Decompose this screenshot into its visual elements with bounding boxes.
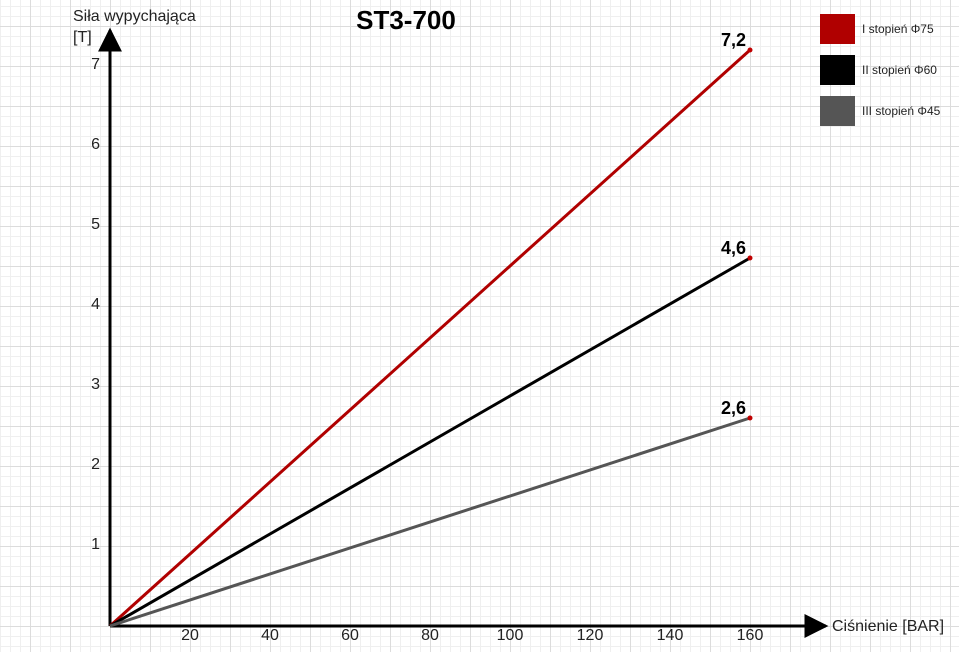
y-tick-label: 1 — [91, 536, 100, 553]
x-tick-label: 100 — [497, 627, 524, 644]
data-label: 7,2 — [721, 30, 746, 50]
y-tick-label: 6 — [91, 136, 100, 153]
x-tick-label: 120 — [577, 627, 604, 644]
y-tick-label: 4 — [91, 296, 100, 313]
legend-swatch — [820, 14, 855, 44]
legend-swatch — [820, 55, 855, 85]
y-tick-label: 5 — [91, 216, 100, 233]
legend-label: I stopień Φ75 — [862, 22, 934, 36]
series-line — [108, 48, 752, 628]
end-point — [747, 415, 753, 421]
data-label: 4,6 — [721, 238, 746, 258]
legend-label: III stopień Φ45 — [862, 104, 941, 118]
x-tick-label: 20 — [181, 627, 199, 644]
data-label: 2,6 — [721, 398, 746, 418]
legend-label: II stopień Φ60 — [862, 63, 937, 77]
x-tick-label: 140 — [657, 627, 684, 644]
x-tick-label: 60 — [341, 627, 359, 644]
end-point — [747, 47, 753, 53]
series-line — [109, 256, 751, 628]
end-point — [747, 255, 753, 261]
y-tick-label: 2 — [91, 456, 100, 473]
x-tick-label: 40 — [261, 627, 279, 644]
series-line — [109, 416, 751, 628]
y-tick-label: 3 — [91, 376, 100, 393]
chart-title: ST3-700 — [356, 5, 456, 35]
x-tick-label: 80 — [421, 627, 439, 644]
x-axis-title: Ciśnienie [BAR] — [832, 618, 944, 635]
legend-swatch — [820, 96, 855, 126]
y-axis-title: Siła wypychająca — [73, 8, 196, 25]
y-tick-label: 7 — [91, 56, 100, 73]
x-tick-label: 160 — [737, 627, 764, 644]
y-axis-title: [T] — [73, 29, 92, 46]
